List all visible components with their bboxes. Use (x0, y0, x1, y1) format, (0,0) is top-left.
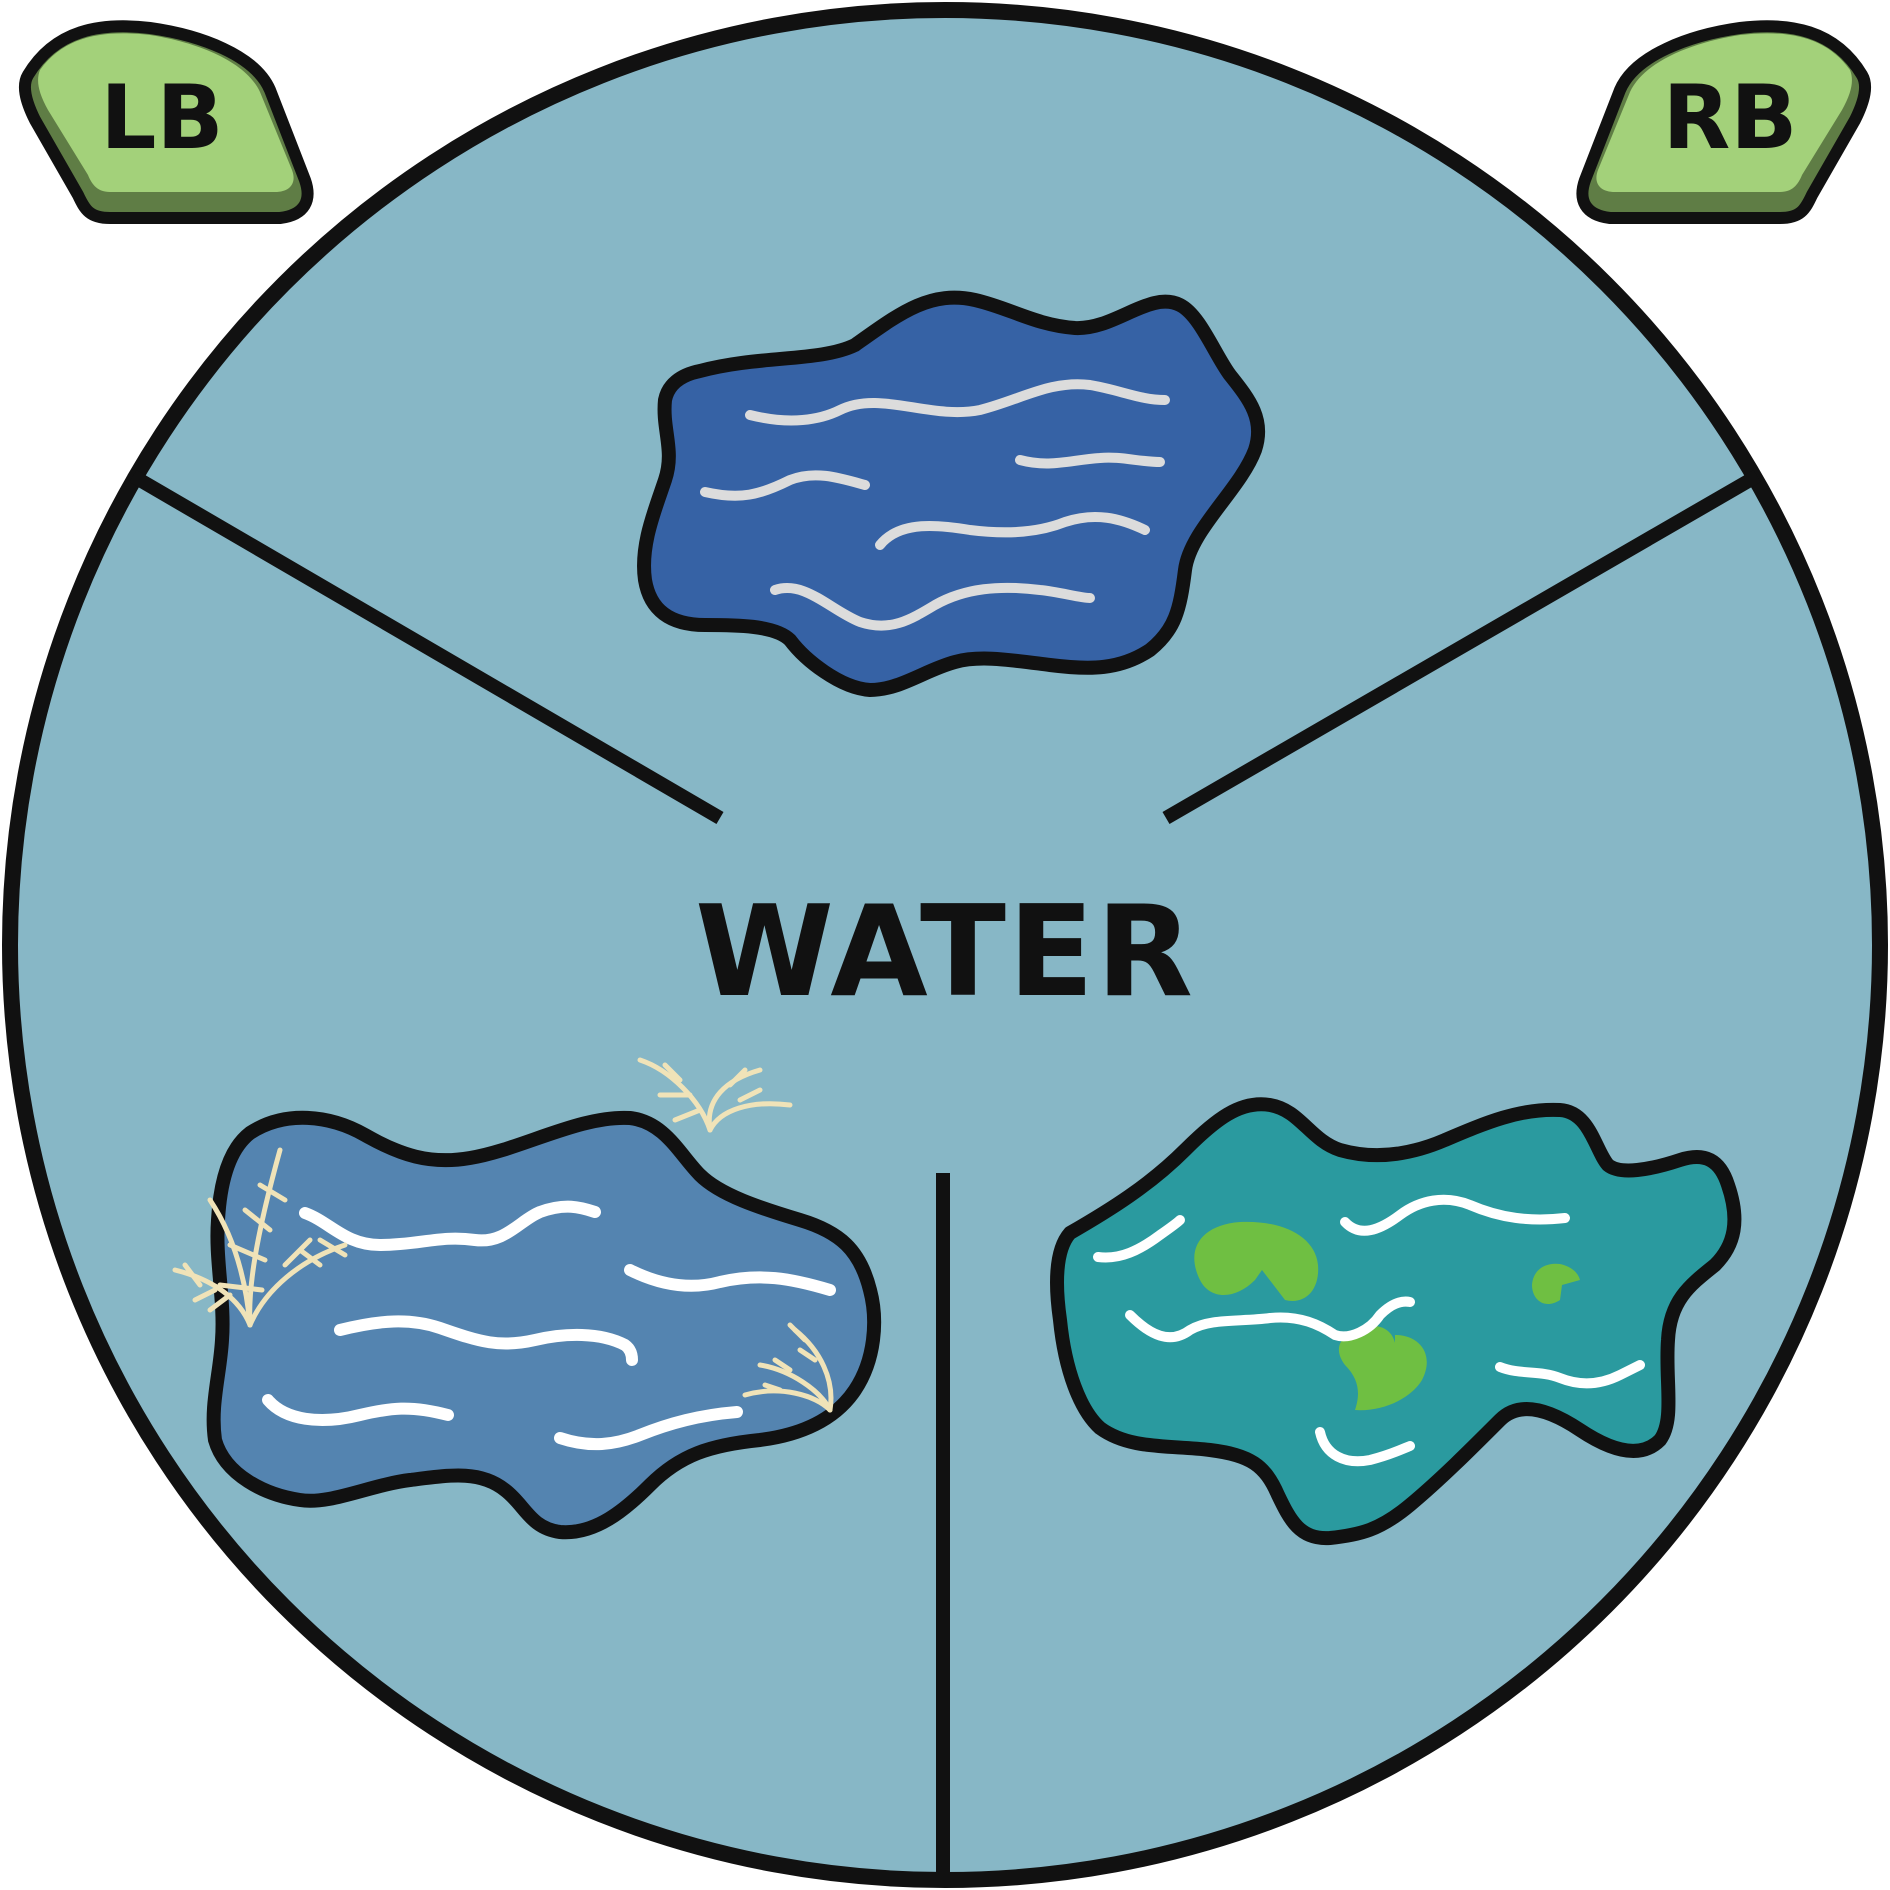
reed-pond-icon (172, 1057, 882, 1540)
divider-top-left (129, 469, 724, 825)
lb-button[interactable]: LB (18, 20, 314, 224)
lily-pad (1194, 1221, 1319, 1301)
lily-pad (1532, 1263, 1580, 1305)
deep-water-pond-icon (637, 290, 1266, 697)
option-reed-pond[interactable] (172, 1057, 882, 1540)
rb-button[interactable]: RB (1576, 20, 1872, 224)
option-lily-pond[interactable] (1050, 1097, 1742, 1546)
segment-dividers (129, 469, 1761, 1885)
lb-button-face (38, 33, 294, 192)
category-title: WATER (695, 878, 1195, 1025)
option-deep-water[interactable] (637, 290, 1266, 697)
rb-label: RB (1663, 66, 1798, 169)
divider-top-right (1162, 469, 1761, 825)
lb-label: LB (100, 66, 223, 169)
lily-pad-pond-icon (1050, 1097, 1742, 1546)
lily-pad (1338, 1325, 1427, 1411)
rb-button-face (1596, 33, 1852, 192)
reed-plants (172, 1057, 834, 1413)
